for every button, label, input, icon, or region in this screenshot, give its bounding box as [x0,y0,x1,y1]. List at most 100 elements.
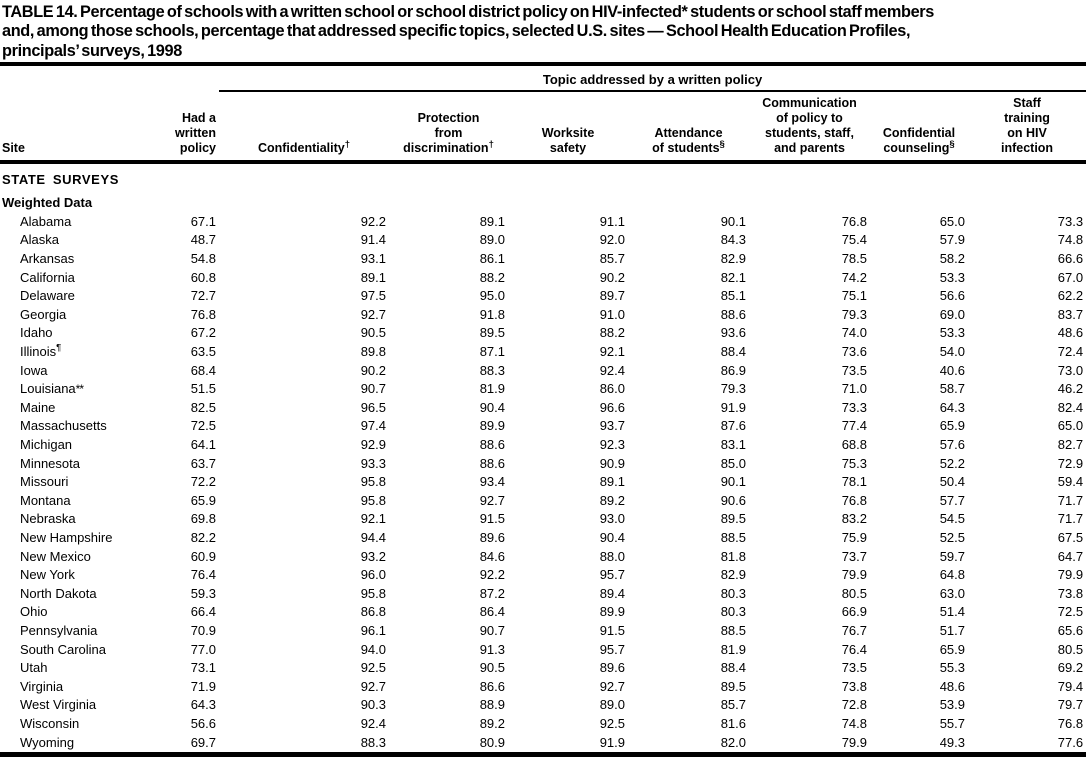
value-cell: 83.1 [720,437,746,453]
value-cell: 80.9 [479,734,505,750]
value-cell: 93.3 [360,455,386,471]
value-cell: 91.4 [360,232,386,248]
value-cell: 82.0 [720,734,746,750]
value-cell: 49.3 [939,734,965,750]
value-cell: 40.6 [939,362,965,378]
value-cell: 90.7 [360,381,386,397]
table-row: New York 76.4 96.0 92.2 95.7 82.9 79.9 64.8 79.9 [0,566,1086,585]
value-cell: 96.6 [599,399,625,415]
value-cell: 72.9 [1057,455,1084,471]
site-cell: New Mexico [20,548,91,564]
spanner-left-gap [0,64,219,91]
value-cell: 48.6 [1057,325,1084,341]
section-heading-state-surveys: STATE SURVEYS [2,171,119,187]
value-cell: 75.3 [841,455,867,471]
value-cell: 92.0 [599,232,625,248]
site-cell: Arkansas [20,251,75,267]
value-cell: 96.5 [360,399,386,415]
value-cell: 93.4 [479,474,505,490]
value-cell: 92.2 [360,213,386,229]
value-cell: 52.2 [939,455,965,471]
value-cell: 71.9 [190,678,216,694]
value-cell: 95.7 [599,567,625,583]
section-heading-weighted-data: Weighted Data [2,194,93,210]
value-cell: 79.3 [841,306,867,322]
value-cell: 91.9 [720,399,746,415]
site-cell: Louisiana** [20,381,84,397]
value-cell: 68.4 [190,362,216,378]
value-cell: 55.3 [939,660,965,676]
value-cell: 89.1 [479,213,505,229]
table-row: Georgia 76.8 92.7 91.8 91.0 88.6 79.3 69.0 83.7 [0,306,1086,325]
table-row: South Carolina 77.0 94.0 91.3 95.7 81.9 76.4 65… [0,641,1086,660]
value-cell: 88.3 [360,734,386,750]
footnote-marker: † [344,138,351,150]
value-cell: 88.3 [479,362,505,378]
value-cell: 79.9 [841,734,867,750]
table-row: Wyoming 69.7 88.3 80.9 91.9 82.0 79.9 49.3 77.6 [0,734,1086,755]
title-line-2: and, among those schools, percentage tha… [2,22,911,41]
value-cell: 75.9 [841,529,867,545]
value-cell: 88.5 [720,529,746,545]
column-header-had-written-policy: Had a written policy [160,90,219,164]
site-cell: Michigan [20,437,73,453]
table-row: New Hampshire 82.2 94.4 89.6 90.4 88.5 75.9 52.… [0,529,1086,548]
value-cell: 92.7 [479,492,505,508]
section-row: Weighted Data [0,189,1086,213]
value-cell: 81.9 [720,641,746,657]
site-cell: Nebraska [20,511,76,527]
value-cell: 86.6 [479,678,505,694]
value-cell: 88.4 [720,344,746,360]
footnote-marker: § [719,138,725,150]
value-cell: 65.6 [1057,622,1084,638]
value-cell: 67.5 [1057,529,1084,545]
value-cell: 78.1 [841,474,867,490]
value-cell: 79.3 [720,381,746,397]
value-cell: 90.5 [479,660,505,676]
value-cell: 90.4 [599,529,625,545]
footnote-marker: ¶ [56,342,62,354]
value-cell: 89.2 [479,715,505,731]
value-cell: 87.2 [479,585,505,601]
site-cell: Wisconsin [20,715,80,731]
table-row: New Mexico 60.9 93.2 84.6 88.0 81.8 73.7 59.7 64… [0,548,1086,567]
value-cell: 89.9 [599,604,625,620]
value-cell: 93.6 [720,325,746,341]
value-cell: 57.6 [939,437,965,453]
value-cell: 74.2 [841,269,867,285]
value-cell: 82.9 [720,251,746,267]
value-cell: 85.1 [720,288,746,304]
value-cell: 71.7 [1057,511,1084,527]
value-cell: 76.8 [841,492,867,508]
value-cell: 69.7 [190,734,216,750]
value-cell: 73.3 [841,399,867,415]
value-cell: 69.8 [190,511,216,527]
value-cell: 54.0 [939,344,965,360]
table-row: Montana 65.9 95.8 92.7 89.2 90.6 76.8 57.7 71.7 [0,492,1086,511]
value-cell: 89.5 [720,678,746,694]
value-cell: 71.7 [1057,492,1084,508]
value-cell: 90.1 [720,213,746,229]
value-cell: 75.4 [841,232,867,248]
table-title: TABLE 14. Percentage of schools with a w… [0,0,1086,61]
table-row: Virginia 71.9 92.7 86.6 92.7 89.5 73.8 48.6 79.4 [0,678,1086,697]
value-cell: 67.1 [190,213,216,229]
value-cell: 85.7 [599,251,625,267]
value-cell: 48.6 [939,678,965,694]
value-cell: 89.0 [599,697,625,713]
value-cell: 63.7 [190,455,216,471]
value-cell: 75.1 [841,288,867,304]
value-cell: 65.9 [190,492,216,508]
value-cell: 64.8 [939,567,965,583]
value-cell: 92.1 [599,344,625,360]
value-cell: 88.2 [479,269,505,285]
table-body: STATE SURVEYS Weighted Data Alabama 67.1 92.… [0,162,1086,755]
value-cell: 95.7 [599,641,625,657]
value-cell: 81.6 [720,715,746,731]
value-cell: 54.5 [939,511,965,527]
table-row: Idaho 67.2 90.5 89.5 88.2 93.6 74.0 53.3 48.6 [0,324,1086,343]
value-cell: 84.6 [479,548,505,564]
value-cell: 76.8 [190,306,216,322]
value-cell: 89.1 [599,474,625,490]
value-cell: 51.4 [939,604,965,620]
